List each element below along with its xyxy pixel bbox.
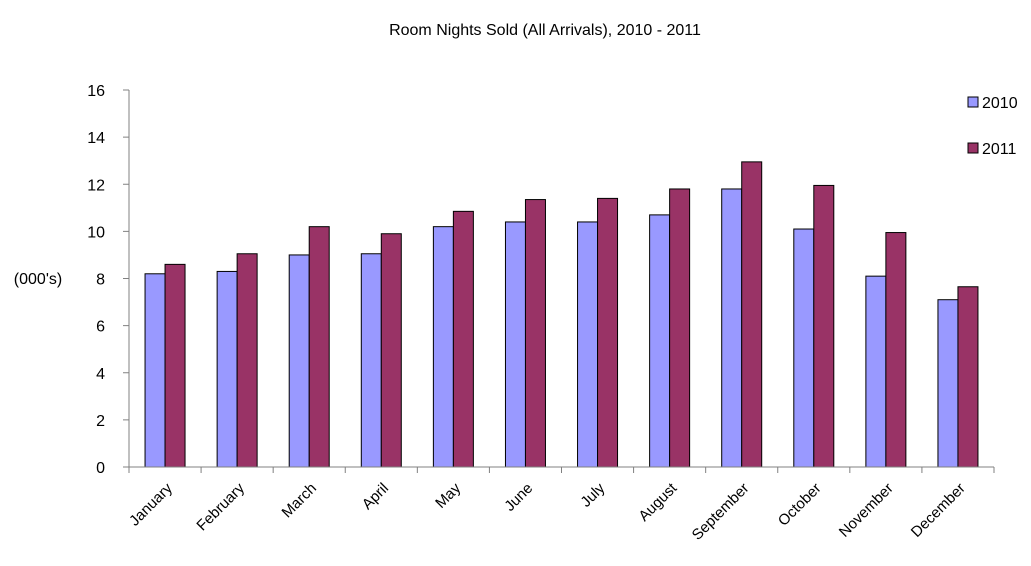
x-tick-label-november: November: [836, 480, 897, 541]
bar-2010-may: [432, 226, 454, 468]
x-tick-label-october: October: [775, 480, 825, 530]
y-tick-label: 4: [96, 366, 105, 383]
bar-2010-june: [504, 221, 526, 468]
y-tick-label: 0: [96, 460, 105, 477]
x-tick-label-april: April: [359, 480, 392, 513]
x-tick-label-august: August: [635, 479, 681, 525]
bar-2011-september: [741, 161, 763, 468]
bar-2010-july: [577, 221, 599, 468]
bar-2011-february: [236, 253, 258, 468]
y-tick-label: 8: [96, 272, 105, 289]
y-tick-label: 10: [87, 224, 105, 241]
bar-2011-december: [957, 286, 979, 468]
bar-2011-april: [380, 233, 402, 468]
y-tick-label: 12: [87, 177, 105, 194]
bar-2010-november: [865, 275, 887, 468]
x-tick-label-february: February: [193, 479, 248, 534]
y-axis-label: (000's): [14, 271, 62, 288]
bar-2010-january: [144, 273, 166, 468]
legend-label-2011: 2011: [982, 141, 1017, 158]
bar-2010-september: [721, 188, 743, 468]
bar-2011-january: [164, 263, 186, 468]
chart-title: Room Nights Sold (All Arrivals), 2010 - …: [389, 22, 701, 39]
bar-2010-december: [937, 299, 959, 468]
bar-2010-april: [360, 253, 382, 468]
bar-2010-february: [216, 270, 238, 468]
bar-2010-october: [793, 228, 815, 468]
bar-2011-november: [885, 232, 907, 468]
bars-group: [144, 161, 979, 468]
bar-2011-october: [813, 184, 835, 468]
bar-2010-march: [288, 254, 310, 468]
bar-2011-august: [669, 188, 691, 468]
bar-2011-july: [597, 197, 619, 468]
x-tick-label-march: March: [279, 480, 320, 521]
y-tick-label: 2: [96, 413, 105, 430]
y-tick-label: 6: [96, 319, 105, 336]
legend: 2010 2011: [967, 95, 1018, 158]
x-tick-label-september: September: [689, 480, 753, 544]
legend-swatch-2011: [967, 142, 979, 154]
legend-label-2010: 2010: [982, 95, 1018, 112]
bar-2011-june: [524, 199, 546, 468]
x-tick-label-june: June: [501, 480, 536, 515]
bar-2011-march: [308, 226, 330, 468]
y-tick-label: 14: [87, 130, 105, 147]
x-tick-label-may: May: [432, 479, 464, 511]
legend-swatch-2010: [967, 96, 979, 108]
x-tick-label-december: December: [908, 480, 969, 541]
bar-2010-august: [649, 214, 671, 468]
x-tick-label-july: July: [577, 479, 608, 510]
y-tick-label: 16: [87, 83, 105, 100]
x-tick-label-january: January: [126, 479, 176, 529]
bar-2011-may: [452, 210, 474, 468]
